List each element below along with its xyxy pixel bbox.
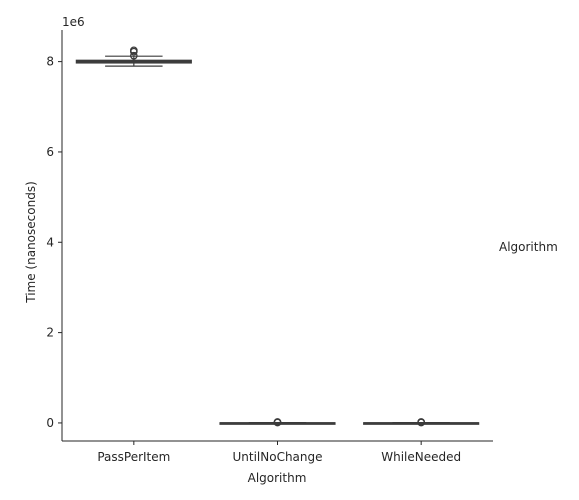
y-tick-label: 6 <box>46 145 54 159</box>
x-tick-label: UntilNoChange <box>232 450 322 464</box>
outlier-point <box>129 51 138 60</box>
y-axis-exponent-label: 1e6 <box>62 15 85 29</box>
outlier-point <box>273 418 282 426</box>
x-tick-label: PassPerItem <box>97 450 170 464</box>
y-tick-label: 2 <box>46 326 54 340</box>
y-axis-label: Time (nanoseconds) <box>24 181 38 304</box>
plot-area: 0 2 4 6 8 PassPerItem UntilNoChange WhileNeeded <box>46 30 493 464</box>
y-tick-label: 0 <box>46 416 54 430</box>
y-tick-label: 4 <box>46 235 54 249</box>
outlier-point <box>129 46 138 55</box>
y-tick-label: 8 <box>46 55 54 69</box>
x-tick-label: WhileNeeded <box>381 450 461 464</box>
legend-title: Algorithm <box>499 240 558 254</box>
outlier-point <box>417 418 426 426</box>
x-axis-label: Algorithm <box>248 471 307 485</box>
